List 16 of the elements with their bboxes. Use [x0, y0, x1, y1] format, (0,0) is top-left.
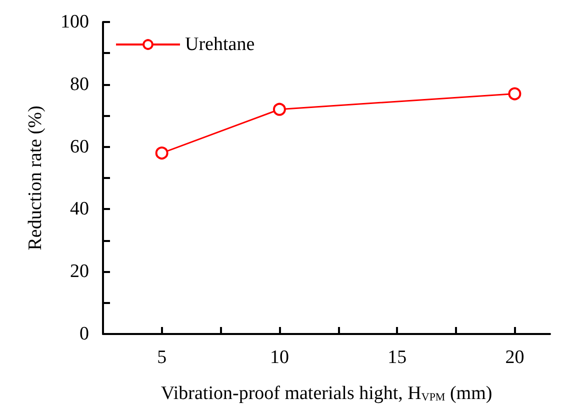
y-tick-label: 40 [70, 198, 89, 220]
x-tick-label: 15 [388, 347, 407, 368]
y-tick-label: 20 [70, 261, 89, 282]
y-tick-label: 100 [60, 12, 89, 32]
point [508, 87, 522, 100]
y-tick-label: 60 [70, 136, 89, 158]
point [155, 146, 168, 160]
x-tick-label: 10 [270, 347, 289, 368]
x-axis-title: Vibration-proof materials hight, HVPM (mm) [160, 383, 492, 404]
point [272, 102, 286, 116]
y-tick-label: 80 [70, 74, 89, 95]
x-tick-label: 5 [157, 347, 167, 368]
legend-label: Urehtane [185, 34, 255, 55]
y-axis-title: Reduction rate (%) [25, 106, 46, 250]
y-tick-label: 0 [80, 324, 89, 344]
x-tick-label: 20 [505, 347, 524, 368]
